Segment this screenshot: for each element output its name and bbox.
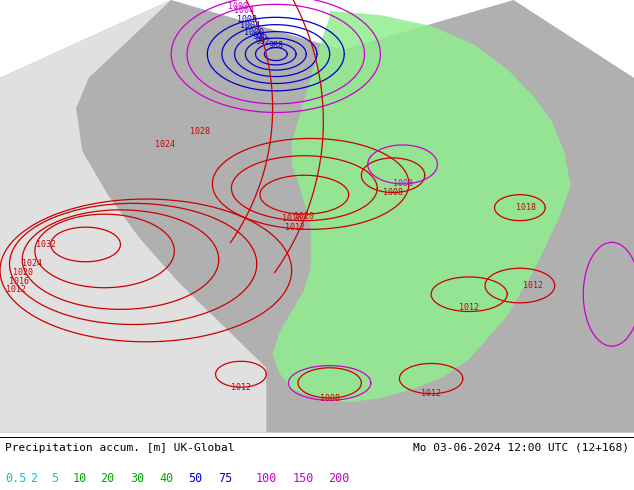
Text: 1024: 1024 bbox=[155, 141, 175, 149]
Polygon shape bbox=[0, 0, 634, 433]
Text: 1004: 1004 bbox=[234, 6, 254, 15]
Text: 1018: 1018 bbox=[516, 203, 536, 212]
Text: 50: 50 bbox=[188, 472, 202, 486]
Text: 5: 5 bbox=[51, 472, 58, 486]
Text: 1032: 1032 bbox=[36, 240, 56, 249]
Text: 100: 100 bbox=[256, 472, 277, 486]
Polygon shape bbox=[273, 11, 571, 402]
Text: 1012: 1012 bbox=[421, 389, 441, 398]
Polygon shape bbox=[0, 0, 266, 433]
Text: 30: 30 bbox=[130, 472, 144, 486]
Text: 988: 988 bbox=[268, 41, 283, 50]
Text: 150: 150 bbox=[293, 472, 314, 486]
Text: 992: 992 bbox=[256, 37, 271, 46]
Text: Mo 03-06-2024 12:00 UTC (12+168): Mo 03-06-2024 12:00 UTC (12+168) bbox=[413, 443, 629, 453]
Text: 1008: 1008 bbox=[237, 15, 257, 24]
Text: 10: 10 bbox=[73, 472, 87, 486]
Text: 75: 75 bbox=[219, 472, 233, 486]
Text: 200: 200 bbox=[328, 472, 349, 486]
Text: 1016: 1016 bbox=[9, 277, 29, 286]
Text: 1012: 1012 bbox=[6, 285, 26, 294]
Text: 1016: 1016 bbox=[281, 214, 302, 223]
Text: 1012: 1012 bbox=[522, 281, 543, 290]
Text: 1008: 1008 bbox=[320, 393, 340, 403]
Text: 1012: 1012 bbox=[231, 383, 251, 392]
Text: 996: 996 bbox=[252, 32, 268, 41]
Text: 1008: 1008 bbox=[392, 179, 413, 188]
Text: 1012: 1012 bbox=[459, 303, 479, 312]
Text: 1012: 1012 bbox=[285, 222, 305, 232]
Text: 0.5: 0.5 bbox=[5, 472, 27, 486]
Text: 1028: 1028 bbox=[190, 127, 210, 136]
Text: 1000: 1000 bbox=[228, 2, 248, 11]
Text: 1000: 1000 bbox=[243, 28, 264, 37]
Text: 40: 40 bbox=[160, 472, 174, 486]
Text: 1024: 1024 bbox=[22, 259, 42, 269]
Text: Precipitation accum. [m] UK-Global: Precipitation accum. [m] UK-Global bbox=[5, 443, 235, 453]
Text: 2: 2 bbox=[30, 472, 37, 486]
Text: 1020: 1020 bbox=[294, 212, 314, 221]
Text: 20: 20 bbox=[100, 472, 114, 486]
Text: 1008: 1008 bbox=[383, 188, 403, 197]
Text: 1020: 1020 bbox=[13, 268, 34, 277]
Text: 1004: 1004 bbox=[240, 22, 261, 30]
